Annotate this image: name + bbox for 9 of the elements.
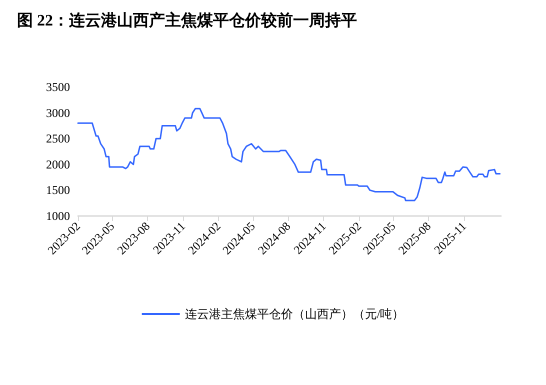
y-tick-label: 1000	[46, 209, 70, 223]
y-tick-label: 2500	[46, 132, 70, 146]
y-tick-label: 1500	[46, 183, 70, 198]
line-series	[77, 108, 501, 202]
y-tick-label: 3000	[46, 106, 70, 120]
y-tick-label: 3500	[46, 80, 70, 94]
legend-label: 连云港主焦煤平仓价（山西产）（元/吨）	[184, 307, 404, 321]
y-tick-label: 2000	[46, 157, 70, 172]
chart-title: 图 22：连云港山西产主焦煤平仓价较前一周持平	[17, 10, 357, 30]
